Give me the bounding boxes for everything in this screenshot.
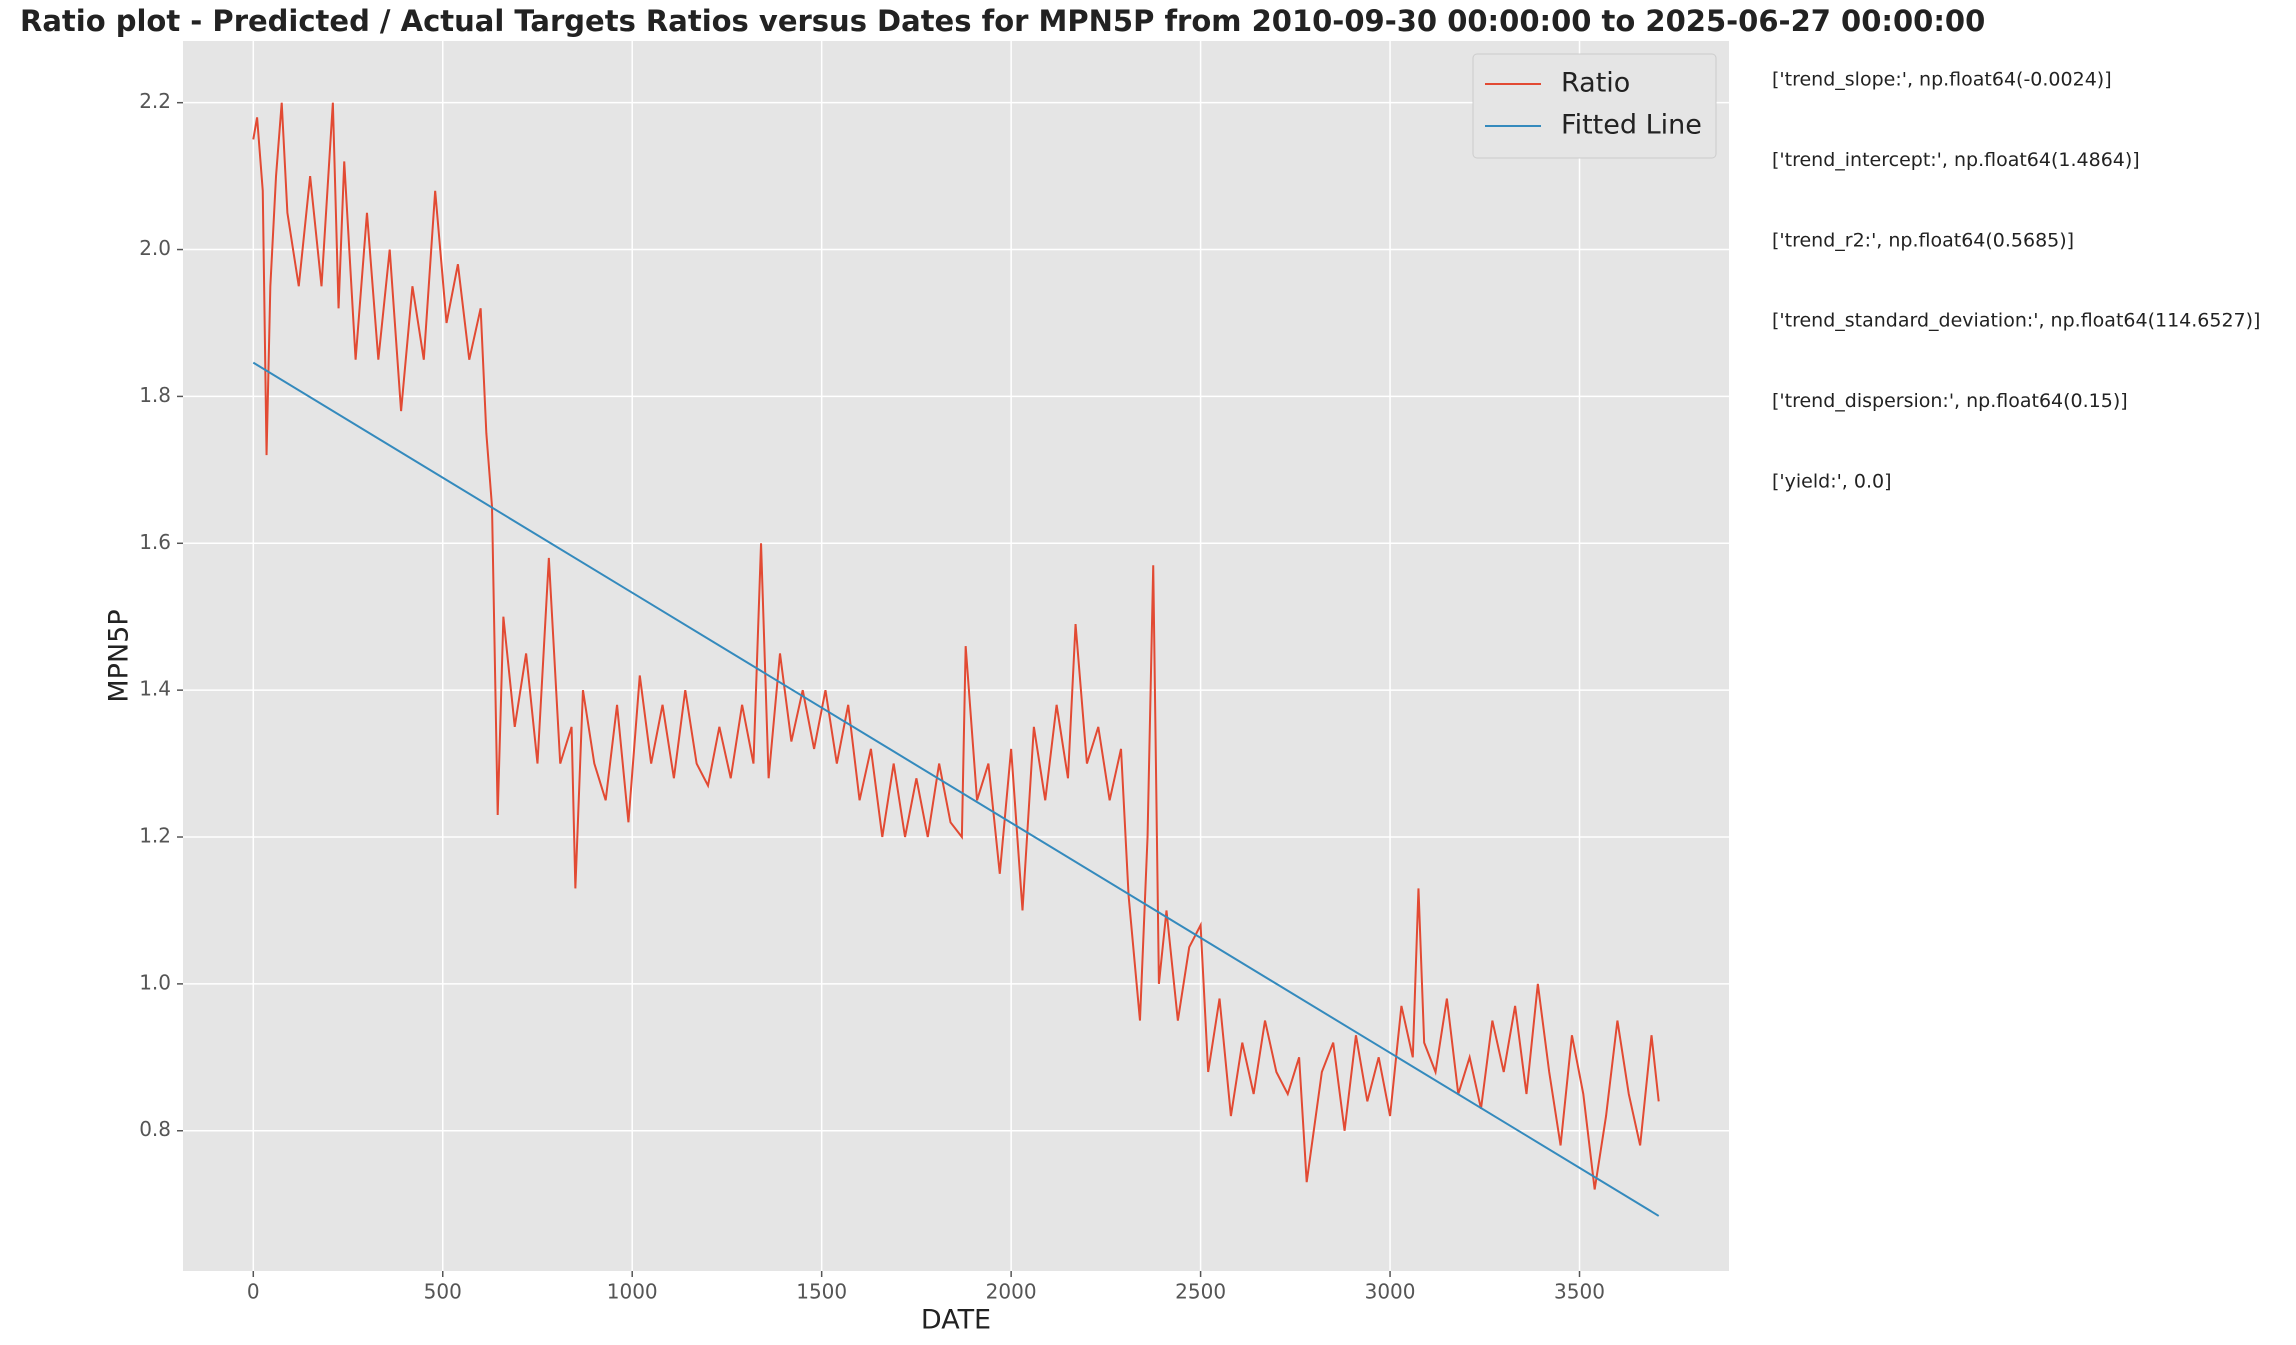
x-tick-label: 2500 [1175, 1280, 1226, 1304]
y-tick-label: 2.0 [139, 236, 171, 260]
y-tick-label: 1.6 [139, 530, 171, 554]
x-tick-label: 1500 [796, 1280, 847, 1304]
plot-area [183, 41, 1729, 1271]
x-tick-label: 1000 [607, 1280, 658, 1304]
annotation: ['yield:', 0.0] [1772, 471, 1892, 493]
chart-title: Ratio plot - Predicted / Actual Targets … [20, 4, 1985, 38]
annotation: ['trend_standard_deviation:', np.float64… [1772, 310, 2260, 332]
x-tick-label: 2000 [986, 1280, 1037, 1304]
series-line [252, 361, 1660, 1217]
y-axis-label: MPN5P [104, 609, 135, 702]
y-tick-label: 1.8 [139, 383, 171, 407]
legend-box [1472, 53, 1717, 159]
y-tick-label: 0.8 [139, 1117, 171, 1141]
y-tick-label: 1.0 [139, 970, 171, 994]
x-axis-label: DATE [921, 1305, 991, 1336]
y-tick-label: 1.2 [139, 824, 171, 848]
annotation: ['trend_dispersion:', np.float64(0.15)] [1772, 390, 2128, 412]
annotation: ['trend_intercept:', np.float64(1.4864)] [1772, 149, 2140, 171]
x-tick-label: 500 [424, 1280, 462, 1304]
annotation: ['trend_r2:', np.float64(0.5685)] [1772, 229, 2074, 251]
legend-label: Ratio [1561, 68, 1630, 99]
y-tick-label: 1.4 [139, 677, 171, 701]
series-line [252, 102, 1660, 1190]
legend-label: Fitted Line [1561, 110, 1702, 141]
x-tick-label: 3000 [1365, 1280, 1416, 1304]
annotation: ['trend_slope:', np.float64(-0.0024)] [1772, 69, 2112, 91]
x-tick-label: 0 [247, 1280, 260, 1304]
x-tick-label: 3500 [1554, 1280, 1605, 1304]
y-tick-label: 2.2 [139, 89, 171, 113]
